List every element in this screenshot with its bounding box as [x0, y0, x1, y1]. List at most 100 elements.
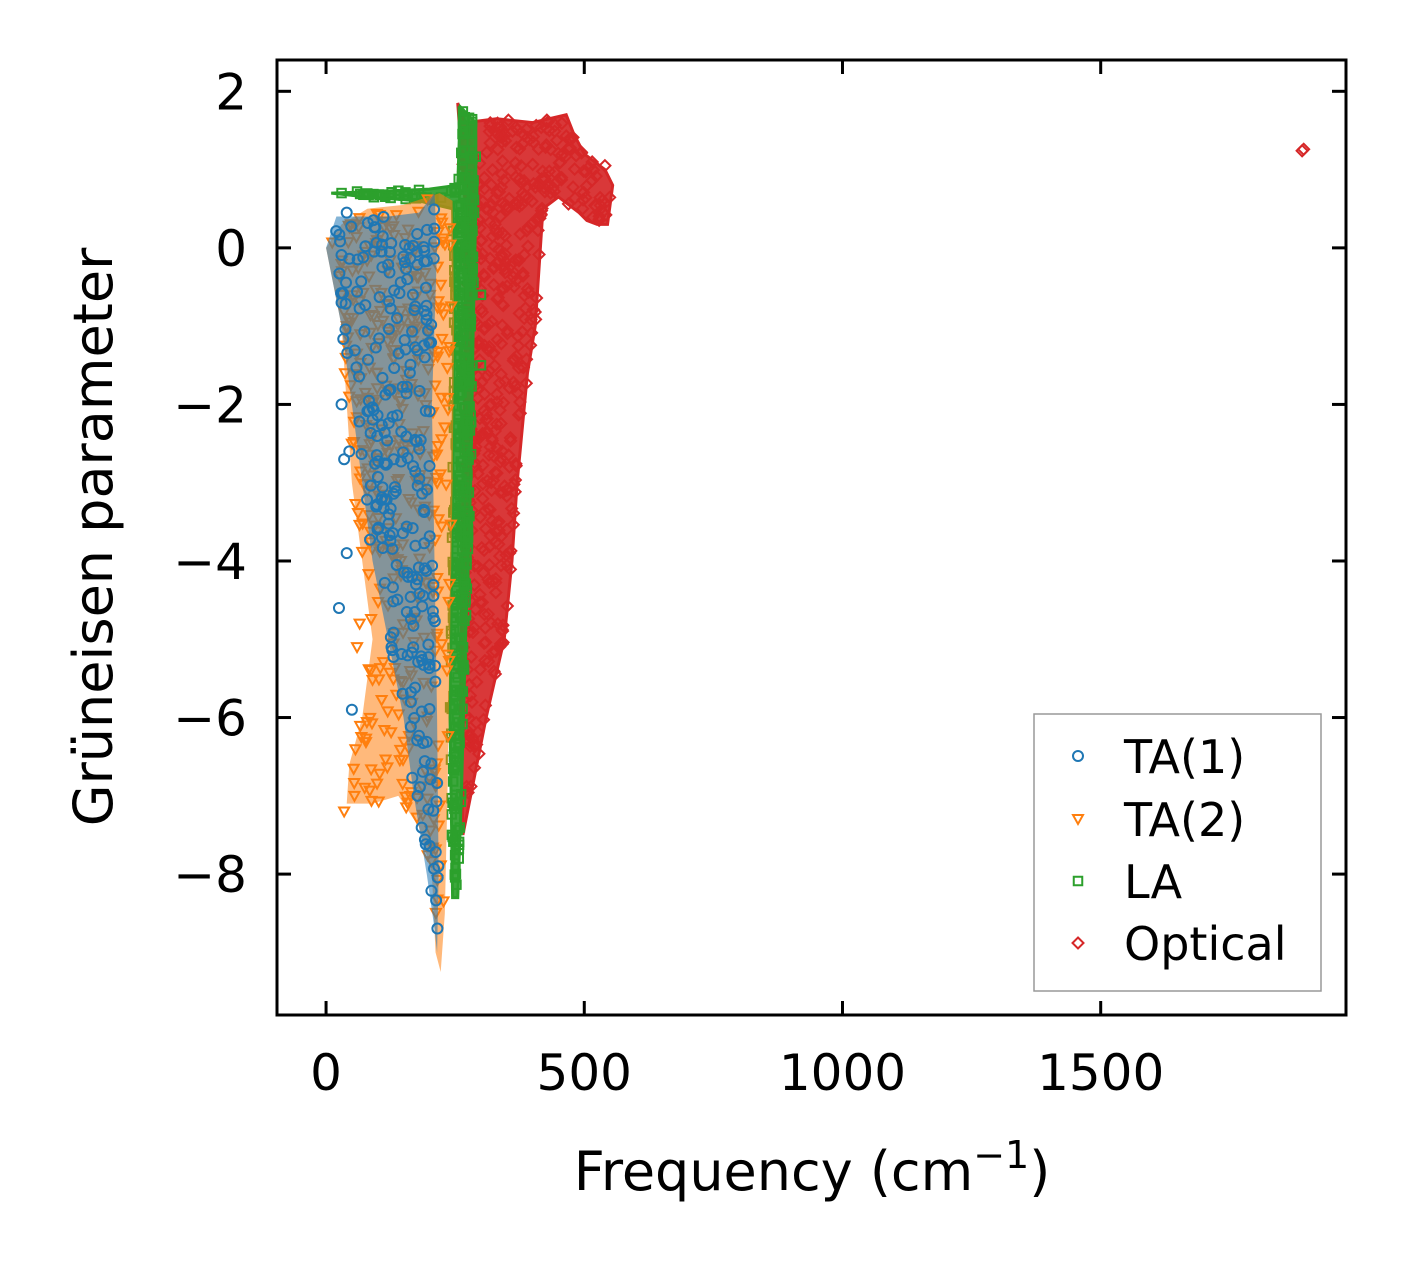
data-point [472, 353, 487, 367]
data-point [424, 773, 437, 786]
data-point [359, 240, 372, 253]
data-point [408, 606, 421, 619]
data-point [519, 223, 534, 238]
data-point [377, 210, 390, 223]
data-point [554, 172, 569, 187]
data-point [387, 453, 400, 466]
data-point [475, 360, 487, 371]
data-point [411, 479, 424, 492]
data-point [364, 795, 379, 808]
data-point [585, 155, 600, 169]
data-point [413, 781, 426, 794]
data-point [441, 404, 455, 417]
data-point [397, 250, 410, 263]
data-point [474, 302, 488, 317]
legend: TA(1) TA(2) LA Optical [1033, 713, 1322, 992]
data-point [431, 346, 445, 360]
data-point [532, 247, 546, 262]
data-point [503, 562, 518, 577]
data-point [525, 194, 539, 209]
data-point [457, 456, 468, 468]
data-point [353, 415, 366, 428]
data-point [434, 279, 448, 292]
data-point [441, 731, 455, 744]
data-point [506, 254, 521, 269]
data-point [380, 706, 395, 719]
data-point [383, 245, 396, 258]
data-point [430, 795, 443, 808]
data-point [413, 587, 426, 600]
data-point [532, 211, 547, 226]
data-point [372, 768, 387, 781]
data-point [391, 593, 404, 606]
data-point [428, 235, 441, 248]
data-point [436, 309, 451, 322]
y-tick-label: −6 [173, 690, 247, 748]
data-point [526, 135, 541, 150]
data-point [464, 280, 476, 291]
legend-marker-ta-2- [1071, 814, 1085, 827]
data-point [494, 451, 509, 466]
data-point [422, 638, 435, 651]
data-point [490, 226, 505, 241]
data-point [376, 541, 389, 554]
data-point [428, 222, 441, 235]
data-point [501, 113, 516, 128]
data-point [498, 133, 513, 148]
data-point [413, 472, 426, 485]
data-point [387, 487, 400, 500]
data-point [364, 426, 377, 439]
data-point [407, 641, 420, 654]
x-tick-label: 0 [310, 1044, 342, 1102]
data-point [384, 727, 398, 740]
data-point [472, 587, 487, 602]
data-point [430, 477, 444, 490]
data-point [435, 333, 449, 346]
data-point [389, 689, 404, 702]
data-point [598, 207, 613, 222]
data-point [419, 281, 432, 294]
data-point [378, 426, 391, 439]
data-point [420, 564, 433, 577]
data-point [371, 796, 386, 809]
data-point [380, 762, 395, 775]
data-point [498, 374, 512, 389]
data-point [362, 394, 375, 407]
data-point [365, 674, 380, 687]
data-point [470, 391, 485, 406]
data-point [345, 703, 358, 716]
data-point [471, 746, 486, 761]
series-la [331, 103, 487, 900]
data-point [505, 124, 520, 139]
data-point [460, 524, 471, 536]
x-axis-label: Frequency (cm−1) [574, 1133, 1051, 1203]
data-point [379, 388, 392, 401]
data-point [490, 142, 505, 157]
data-point [388, 481, 401, 494]
data-point [335, 398, 348, 411]
data-point [386, 674, 401, 687]
data-point [512, 141, 527, 156]
data-point [366, 401, 379, 414]
data-point [423, 839, 436, 852]
data-point [420, 299, 433, 312]
data-point [525, 157, 540, 172]
data-point [543, 142, 558, 157]
data-point [369, 221, 382, 234]
data-point [373, 332, 386, 345]
data-point [512, 171, 527, 186]
data-point [526, 176, 541, 191]
data-point [418, 244, 431, 257]
data-point [506, 506, 521, 521]
data-point [484, 483, 499, 498]
data-point [431, 296, 446, 309]
data-point [500, 599, 515, 613]
data-point [393, 744, 408, 757]
data-point [388, 361, 401, 374]
data-point [409, 539, 422, 552]
data-point [440, 392, 455, 406]
data-point [422, 803, 435, 816]
data-point [494, 336, 509, 351]
data-point [440, 649, 455, 662]
